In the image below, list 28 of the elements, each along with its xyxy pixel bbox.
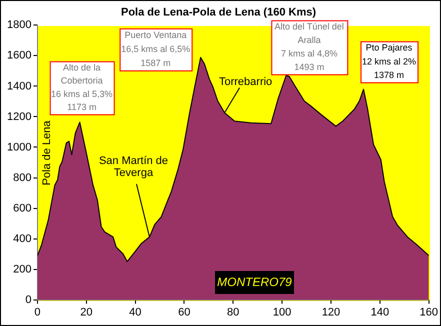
x-tick-label: 40: [129, 306, 142, 318]
annotation: Puerto Ventana 16,5 kms al 6,5% 1587 m: [121, 30, 190, 68]
annotation: Pola de Lena: [41, 120, 54, 186]
chart-title: Pola de Lena-Pola de Lena (160 Kms): [120, 6, 316, 19]
y-tick-label: 600: [13, 202, 32, 214]
x-tick-label: 160: [420, 306, 438, 318]
annotation: MONTERO79: [217, 274, 292, 289]
x-tick-label: 120: [322, 306, 340, 318]
y-tick-label: 0: [25, 294, 32, 306]
y-tick-label: 800: [13, 172, 32, 184]
y-tick-label: 1400: [6, 80, 32, 92]
annotation: Alto de la Cobertoria 16 kms al 5,3% 1173 m: [51, 62, 113, 112]
y-tick-label: 1200: [6, 110, 32, 123]
x-tick-label: 0: [34, 306, 41, 318]
y-tick-label: 1600: [6, 50, 32, 62]
annotation: San Martín de Teverga: [98, 154, 168, 179]
x-tick-label: 20: [80, 306, 93, 318]
annotation: Pto Pajares 12 kms al 2% 1378 m: [362, 42, 416, 80]
y-tick-label: 400: [13, 232, 32, 245]
x-tick-label: 100: [272, 306, 292, 318]
x-tick-label: 140: [370, 306, 390, 318]
annotation: Torrebarrio: [218, 76, 272, 88]
y-tick-label: 1800: [6, 19, 32, 32]
y-tick-label: 1000: [6, 141, 32, 154]
x-tick-label: 80: [227, 306, 240, 318]
x-tick-label: 60: [178, 306, 190, 318]
y-tick-label: 200: [13, 263, 32, 276]
annotation: Alto del Túnel del Aralla 7 kms al 4,8% 1493 m: [274, 21, 344, 72]
